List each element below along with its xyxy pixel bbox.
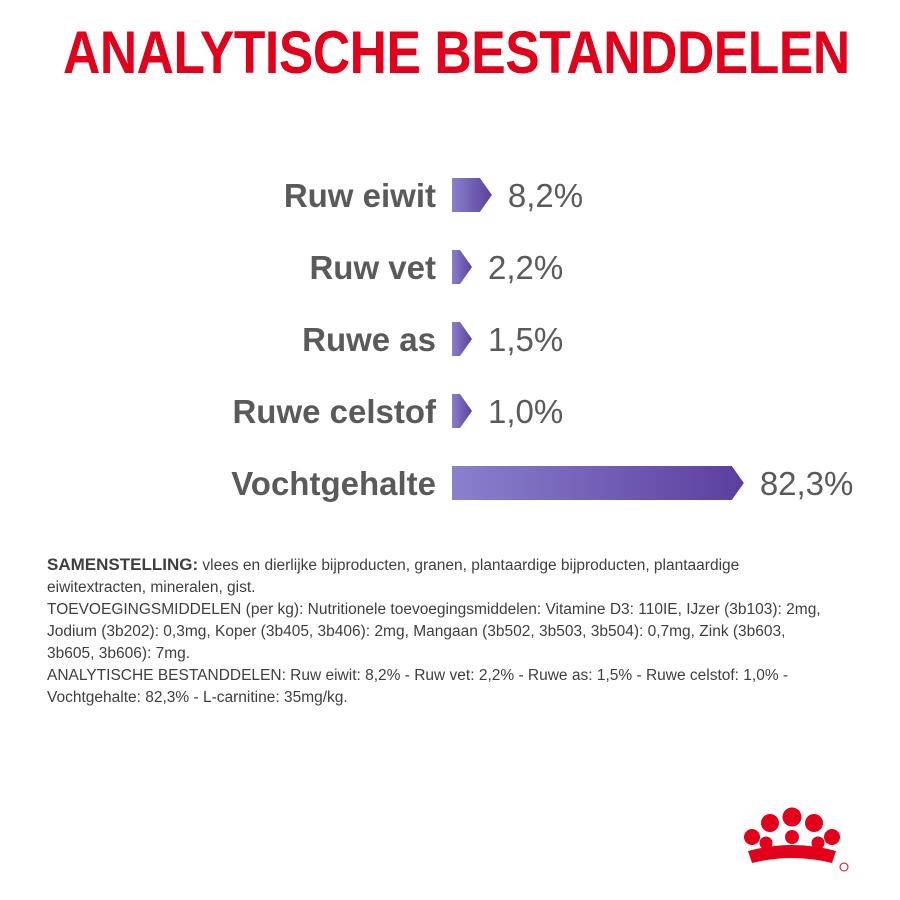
composition-ingredients: vlees en dierlijke bijproducten, granen,… bbox=[47, 557, 740, 596]
category-label: Ruwe celstof bbox=[232, 393, 437, 430]
bar bbox=[452, 394, 472, 428]
composition-text: SAMENSTELLING: vlees en dierlijke bijpro… bbox=[47, 554, 837, 709]
value-label: 82,3% bbox=[760, 465, 854, 502]
royal-canin-crown-logo bbox=[744, 807, 849, 872]
bar bbox=[452, 322, 472, 356]
value-label: 8,2% bbox=[508, 177, 583, 214]
bar bbox=[452, 466, 744, 500]
category-label: Ruwe as bbox=[302, 321, 436, 358]
category-label: Ruw vet bbox=[309, 249, 436, 286]
value-label: 1,0% bbox=[488, 393, 563, 430]
nutrient-bar-chart: Ruw eiwit 8,2% Ruw vet 2,2% Ruwe as 1,5% Ruwe … bbox=[231, 177, 854, 502]
page-title: ANALYTISCHE BESTANDDELEN bbox=[63, 19, 850, 86]
bar bbox=[452, 250, 472, 284]
composition-heading: SAMENSTELLING: bbox=[47, 555, 199, 574]
bar bbox=[452, 178, 492, 212]
value-label: 2,2% bbox=[488, 249, 563, 286]
value-label: 1,5% bbox=[488, 321, 563, 358]
composition-analytical: ANALYTISCHE BESTANDDELEN: Ruw eiwit: 8,2… bbox=[47, 667, 789, 706]
category-label: Ruw eiwit bbox=[284, 177, 436, 214]
category-label: Vochtgehalte bbox=[231, 465, 436, 502]
composition-additives: TOEVOEGINGSMIDDELEN (per kg): Nutritione… bbox=[47, 601, 821, 662]
